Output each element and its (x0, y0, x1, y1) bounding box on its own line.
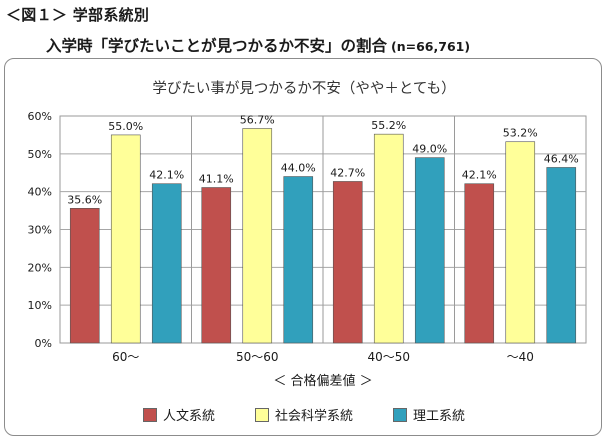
chart-title: 学びたい事が見つかるか不安（やや＋とても） (152, 80, 455, 97)
data-label: 46.4% (544, 152, 579, 165)
legend-label: 理工系統 (413, 409, 466, 424)
bar (69, 208, 100, 344)
y-tick-label: 20% (28, 261, 52, 274)
bar (242, 128, 273, 344)
x-tick-label: 50～60 (236, 350, 279, 364)
data-label: 55.2% (371, 119, 406, 132)
bar (110, 134, 141, 344)
legend-item: 社会科学系統 (254, 405, 353, 424)
y-tick-label: 50% (28, 148, 52, 161)
sample-size: (n=66,761) (391, 39, 471, 54)
bar (414, 157, 445, 344)
x-tick-label: 60～ (112, 350, 139, 364)
bar (505, 141, 536, 344)
legend-label: 社会科学系統 (274, 409, 353, 424)
data-label: 41.1% (199, 173, 234, 186)
x-tick-label: 40～50 (367, 350, 410, 364)
data-label: 49.0% (412, 143, 447, 156)
legend-item: 理工系統 (393, 405, 465, 424)
legend-swatch (142, 407, 157, 422)
data-label: 35.6% (67, 193, 102, 206)
bar (332, 181, 363, 344)
data-label: 42.1% (149, 169, 184, 182)
bar (283, 176, 314, 344)
figure-label: ＜図１＞ 学部系統別 (6, 6, 150, 24)
figure-title-text: 入学時「学びたいことが見つかるか不安」の割合 (46, 37, 388, 55)
legend-swatch (254, 407, 269, 422)
data-label: 55.0% (108, 120, 143, 133)
data-label: 42.1% (462, 169, 497, 182)
bar (464, 183, 495, 344)
data-label: 44.0% (281, 162, 316, 175)
y-tick-label: 60% (28, 110, 52, 123)
chart-legend: 人文系統 社会科学系統 理工系統 (0, 405, 608, 424)
y-tick-label: 40% (28, 186, 52, 199)
figure-title: 入学時「学びたいことが見つかるか不安」の割合 (n=66,761) (46, 34, 470, 56)
legend-label: 人文系統 (162, 409, 215, 424)
data-label: 53.2% (503, 127, 538, 140)
bar (373, 133, 404, 344)
legend-item: 人文系統 (142, 405, 215, 424)
x-tick-label: ～40 (507, 350, 534, 364)
y-tick-label: 0% (35, 337, 52, 350)
legend-swatch (393, 407, 407, 422)
y-tick-label: 30% (28, 224, 52, 237)
y-tick-label: 10% (28, 299, 52, 312)
bar (201, 187, 232, 344)
data-label: 42.7% (330, 166, 365, 179)
bar (546, 167, 577, 344)
x-axis-label: ＜ 合格偏差値 ＞ (273, 373, 372, 389)
data-label: 56.7% (240, 113, 275, 126)
bar (151, 183, 182, 344)
